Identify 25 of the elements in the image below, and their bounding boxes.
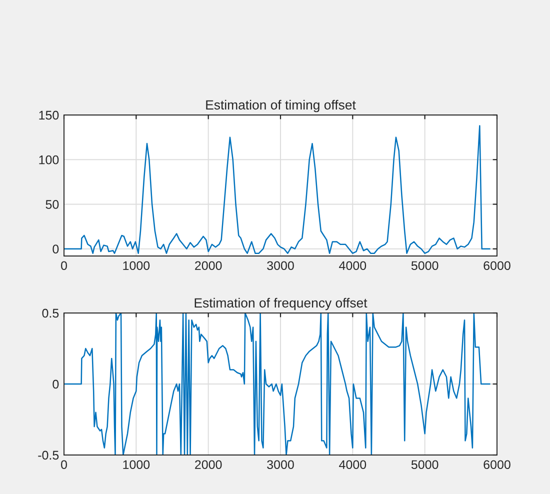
y-tick-label: 0: [52, 244, 59, 254]
x-tick-label: 2000: [195, 460, 222, 470]
x-tick-label: 2000: [195, 261, 222, 270]
chart-title: Estimation of frequency offset: [194, 298, 368, 310]
y-tick-label: 100: [39, 155, 59, 164]
x-tick-label: 6000: [484, 460, 510, 470]
x-tick-label: 0: [61, 460, 67, 470]
x-tick-label: 1000: [123, 261, 150, 270]
y-tick-label: -0.5: [38, 450, 59, 460]
x-tick-label: 4000: [339, 460, 366, 470]
y-tick-label: 50: [46, 200, 59, 209]
x-tick-label: 3000: [267, 261, 294, 270]
x-tick-label: 5000: [411, 261, 438, 270]
x-tick-label: 3000: [267, 460, 294, 470]
line-series: [64, 125, 490, 254]
chart-title: Estimation of timing offset: [206, 100, 356, 112]
y-tick-label: 0.5: [42, 308, 59, 318]
x-tick-label: 5000: [411, 460, 438, 470]
y-tick-label: 0: [52, 380, 59, 389]
x-tick-label: 0: [61, 261, 67, 270]
x-tick-label: 1000: [123, 460, 150, 470]
line-series: [64, 313, 490, 455]
x-tick-label: 4000: [339, 261, 366, 270]
y-tick-label: 150: [39, 110, 59, 120]
x-tick-label: 6000: [484, 261, 510, 270]
